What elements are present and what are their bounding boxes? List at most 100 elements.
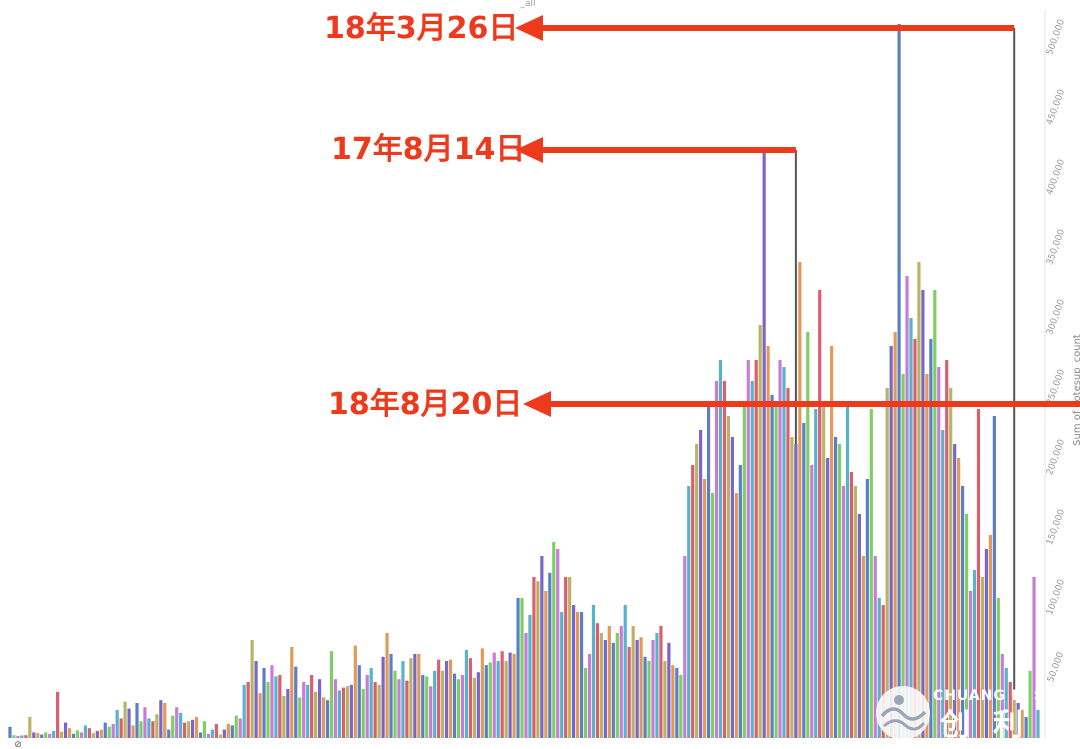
bar [194, 717, 199, 738]
bar [845, 402, 850, 738]
bar [71, 733, 76, 738]
bar [945, 360, 949, 738]
bar [583, 668, 588, 738]
bar [472, 677, 476, 738]
bar [218, 734, 222, 738]
bar [329, 651, 334, 738]
bar [409, 658, 413, 738]
bar [742, 402, 746, 738]
bar [639, 637, 643, 738]
bar [468, 658, 473, 738]
bar [464, 649, 469, 738]
bar [857, 514, 861, 738]
bar [953, 444, 957, 738]
bar-series [8, 24, 1040, 738]
bar [520, 598, 524, 738]
bar [24, 735, 28, 738]
bar [909, 318, 913, 738]
bar [957, 458, 961, 738]
bar [536, 581, 540, 738]
bar [710, 493, 715, 738]
bar [310, 675, 314, 738]
bar [512, 654, 516, 738]
bar [913, 339, 917, 738]
bar [389, 654, 393, 738]
bar [274, 676, 278, 738]
bar [587, 654, 592, 738]
bar [631, 626, 635, 738]
bar [1012, 696, 1016, 738]
bar [532, 577, 536, 738]
bar [433, 670, 437, 738]
bar [603, 640, 607, 738]
bar [1004, 668, 1008, 738]
bar [1008, 682, 1012, 738]
bar [87, 728, 91, 738]
bar [893, 332, 897, 738]
bar [667, 642, 671, 738]
bar [651, 640, 655, 738]
y-tick-label: 300,000 [1045, 298, 1067, 337]
bar [937, 367, 941, 738]
bar [1028, 670, 1032, 738]
bar [187, 721, 191, 738]
bar [385, 633, 389, 738]
bar [488, 662, 492, 738]
bar [123, 701, 127, 738]
bar [12, 735, 16, 738]
bar [484, 665, 488, 738]
bar [44, 732, 48, 738]
bar [131, 725, 135, 738]
bar [1032, 577, 1036, 738]
watermark-latin: CHUANG LI SHU [933, 688, 1070, 704]
bar [758, 325, 762, 738]
bar [95, 731, 99, 738]
bar [167, 729, 171, 738]
bar [834, 437, 838, 738]
bar [286, 689, 290, 738]
watermark: CHUANG LI SHU 创 利 树 [876, 686, 1075, 743]
bar [611, 642, 615, 738]
bar [524, 633, 528, 738]
bar [925, 374, 929, 738]
bar [905, 276, 909, 738]
bar [568, 577, 572, 738]
bar [135, 703, 139, 738]
bar [782, 367, 786, 738]
watermark-logo [876, 686, 930, 740]
bar [687, 486, 691, 738]
bar [810, 465, 814, 738]
bar [663, 661, 667, 738]
bar [591, 605, 596, 738]
bar [413, 654, 417, 738]
bar [456, 679, 461, 738]
bar [365, 675, 369, 738]
bar [401, 661, 405, 738]
bar [738, 465, 742, 738]
bar [8, 726, 12, 738]
bar [647, 661, 651, 738]
bar [52, 731, 56, 738]
bar [234, 715, 238, 738]
bar [230, 725, 234, 738]
bar [417, 654, 421, 738]
bar [726, 416, 731, 738]
bar [655, 633, 659, 738]
y-tick-label: 100,000 [1045, 578, 1067, 617]
bar [933, 290, 937, 738]
bar [885, 388, 889, 738]
bar [576, 612, 580, 738]
bar [405, 680, 409, 738]
bar [544, 591, 548, 738]
bar [214, 724, 218, 738]
bar [159, 700, 163, 738]
bar [837, 444, 842, 738]
bar [865, 479, 869, 738]
bar [452, 673, 457, 738]
bar [683, 556, 687, 738]
bar [699, 430, 703, 738]
axis-origin-icon: ⊘ [14, 740, 22, 749]
bar [16, 735, 20, 738]
bar [818, 290, 822, 738]
bar [147, 718, 151, 738]
